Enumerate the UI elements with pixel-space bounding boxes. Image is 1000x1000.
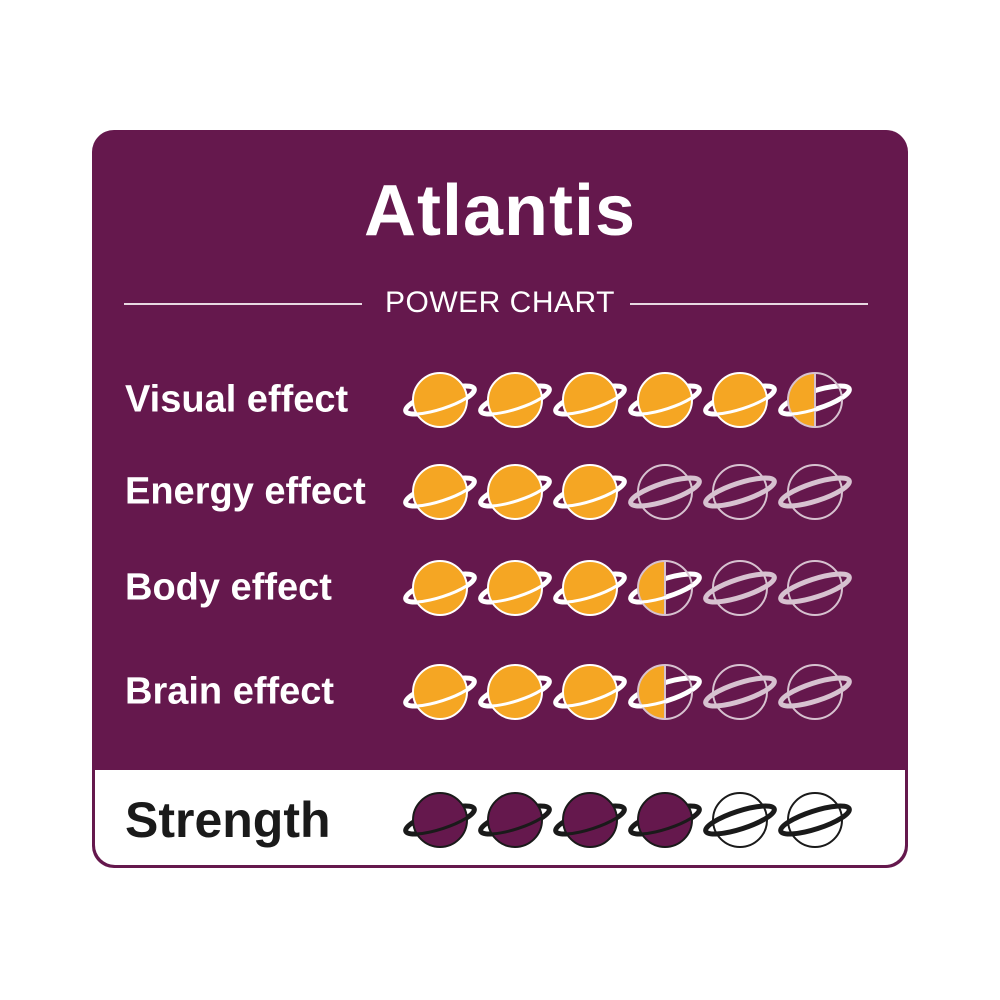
label-energy-effect: Energy effect bbox=[125, 470, 366, 513]
planet-icon bbox=[478, 560, 552, 616]
planet-icon bbox=[553, 664, 627, 720]
rating-strength bbox=[403, 792, 852, 848]
planet-icon bbox=[403, 372, 477, 428]
planet-icon bbox=[703, 664, 777, 720]
rating-brain-effect bbox=[403, 664, 852, 720]
planet-icon bbox=[703, 372, 777, 428]
planet-icon bbox=[478, 664, 552, 720]
rating-energy-effect bbox=[403, 464, 852, 520]
planet-icon bbox=[778, 560, 852, 616]
planet-icon bbox=[778, 792, 852, 848]
planet-icon bbox=[703, 464, 777, 520]
planet-icon bbox=[403, 560, 477, 616]
rating-body-effect bbox=[403, 560, 852, 616]
label-brain-effect: Brain effect bbox=[125, 670, 335, 713]
planet-icon bbox=[703, 560, 777, 616]
page-title: Atlantis bbox=[363, 171, 637, 251]
planet-icon bbox=[403, 792, 477, 848]
planet-icon bbox=[778, 664, 852, 720]
planet-icon bbox=[628, 464, 702, 520]
divider-left bbox=[124, 303, 362, 305]
planet-icon bbox=[553, 464, 627, 520]
planet-icon bbox=[478, 372, 552, 428]
planet-icon bbox=[628, 372, 702, 428]
planet-icon bbox=[478, 464, 552, 520]
planet-icon bbox=[628, 560, 702, 616]
planet-icon bbox=[628, 792, 702, 848]
planet-icon bbox=[403, 664, 477, 720]
label-strength: Strength bbox=[125, 792, 331, 848]
label-body-effect: Body effect bbox=[125, 566, 332, 609]
planet-icon bbox=[628, 664, 702, 720]
planet-icon bbox=[778, 372, 852, 428]
label-visual-effect: Visual effect bbox=[125, 378, 349, 421]
planet-icon bbox=[553, 560, 627, 616]
rating-visual-effect bbox=[403, 372, 852, 428]
planet-icon bbox=[778, 464, 852, 520]
planet-icon bbox=[553, 372, 627, 428]
subtitle: POWER CHART bbox=[385, 286, 615, 319]
planet-icon bbox=[403, 464, 477, 520]
planet-icon bbox=[553, 792, 627, 848]
planet-icon bbox=[478, 792, 552, 848]
planet-icon bbox=[703, 792, 777, 848]
divider-right bbox=[630, 303, 868, 305]
